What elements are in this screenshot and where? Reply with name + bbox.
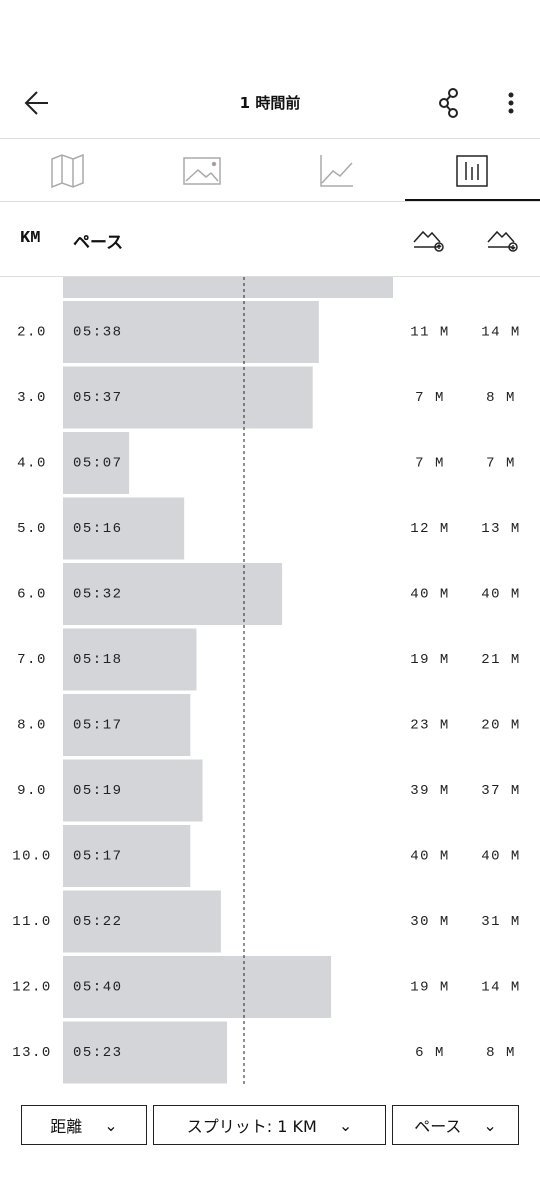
km-label: 8.0 [17, 718, 47, 734]
split-button[interactable]: スプリット: 1 KM ⌄ [153, 1105, 386, 1145]
descent-label: 31 M [481, 914, 521, 930]
ascent-label: 7 M [415, 456, 445, 472]
pace-label: 05:40 [73, 980, 123, 996]
descent-label: 13 M [481, 521, 521, 537]
ascent-label: 19 M [410, 980, 450, 996]
descent-label: 20 M [481, 718, 521, 734]
km-label: 12.0 [12, 980, 52, 996]
splits-list: 2.0 05:38 11 M 14 M 3.0 05:37 7 M 8 M 4.0 05:07 7 … [12, 277, 521, 1085]
photo-tab[interactable] [183, 157, 221, 185]
ascent-label: 39 M [410, 783, 450, 799]
ascent-icon [413, 230, 444, 252]
descent-label: 7 M [486, 456, 516, 472]
pace-bar [63, 563, 283, 625]
active-tab-indicator [405, 199, 540, 202]
descent-label: 8 M [486, 1045, 516, 1061]
back-button[interactable] [24, 91, 48, 115]
divider [0, 276, 540, 277]
descent-label: 37 M [481, 783, 521, 799]
km-label: 9.0 [17, 783, 47, 799]
ascent-label: 19 M [410, 652, 450, 668]
divider [0, 201, 540, 202]
pace-label: 05:38 [73, 325, 123, 341]
pace-label: 05:07 [73, 456, 123, 472]
button-label: スプリット: 1 KM [186, 1117, 317, 1136]
pace-bar [63, 432, 130, 494]
button-label: 距離 [50, 1117, 83, 1136]
km-label: 13.0 [12, 1045, 52, 1061]
km-label: 11.0 [12, 914, 52, 930]
descent-label: 40 M [481, 587, 521, 603]
pace-label: 05:37 [73, 390, 123, 406]
partial-bar [63, 277, 393, 298]
distance-button[interactable]: 距離 ⌄ [21, 1105, 147, 1145]
pace-label: 05:22 [73, 914, 123, 930]
column-header: ペース [73, 233, 124, 253]
pace-bar [63, 694, 191, 756]
pace-label: 05:17 [73, 718, 123, 734]
descent-label: 14 M [481, 980, 521, 996]
km-label: 10.0 [12, 849, 52, 865]
pace-bar [63, 497, 185, 560]
ascent-label: 23 M [410, 718, 450, 734]
column-header: KM [20, 229, 41, 248]
ascent-label: 11 M [410, 325, 450, 341]
more-button[interactable] [508, 92, 514, 114]
pace-bar [63, 366, 313, 429]
pace-button[interactable]: ペース ⌄ [392, 1105, 519, 1145]
ascent-label: 30 M [410, 914, 450, 930]
descent-label: 40 M [481, 849, 521, 865]
pace-label: 05:19 [73, 783, 123, 799]
splits-tab[interactable] [456, 155, 488, 187]
descent-label: 21 M [481, 652, 521, 668]
button-label: ペース [414, 1117, 462, 1136]
pace-bar [63, 825, 191, 887]
top-bar [24, 88, 514, 118]
km-label: 3.0 [17, 390, 47, 406]
pace-label: 05:23 [73, 1045, 123, 1061]
pace-label: 05:32 [73, 587, 123, 603]
km-label: 4.0 [17, 456, 47, 472]
pace-bar [63, 759, 203, 822]
pace-label: 05:18 [73, 652, 123, 668]
pace-bar [63, 301, 319, 363]
pace-bar [63, 628, 197, 691]
map-tab[interactable] [51, 153, 84, 189]
pace-bar [63, 956, 332, 1018]
ascent-label: 12 M [410, 521, 450, 537]
pace-label: 05:16 [73, 521, 123, 537]
km-label: 6.0 [17, 587, 47, 603]
ascent-label: 40 M [410, 587, 450, 603]
share-button[interactable] [439, 88, 458, 118]
graph-tab[interactable] [320, 155, 353, 187]
km-label: 2.0 [17, 325, 47, 341]
descent-icon [487, 230, 518, 252]
pace-bar [63, 890, 221, 953]
title: 1 時間前 [239, 94, 301, 112]
ascent-label: 7 M [415, 390, 445, 406]
ascent-label: 6 M [415, 1045, 445, 1061]
km-label: 5.0 [17, 521, 47, 537]
ascent-label: 40 M [410, 849, 450, 865]
pace-label: 05:17 [73, 849, 123, 865]
descent-label: 14 M [481, 325, 521, 341]
pace-bar [63, 1021, 228, 1084]
tab-bar [0, 153, 540, 202]
elevation-icons [413, 230, 518, 252]
divider [0, 138, 540, 139]
descent-label: 8 M [486, 390, 516, 406]
km-label: 7.0 [17, 652, 47, 668]
